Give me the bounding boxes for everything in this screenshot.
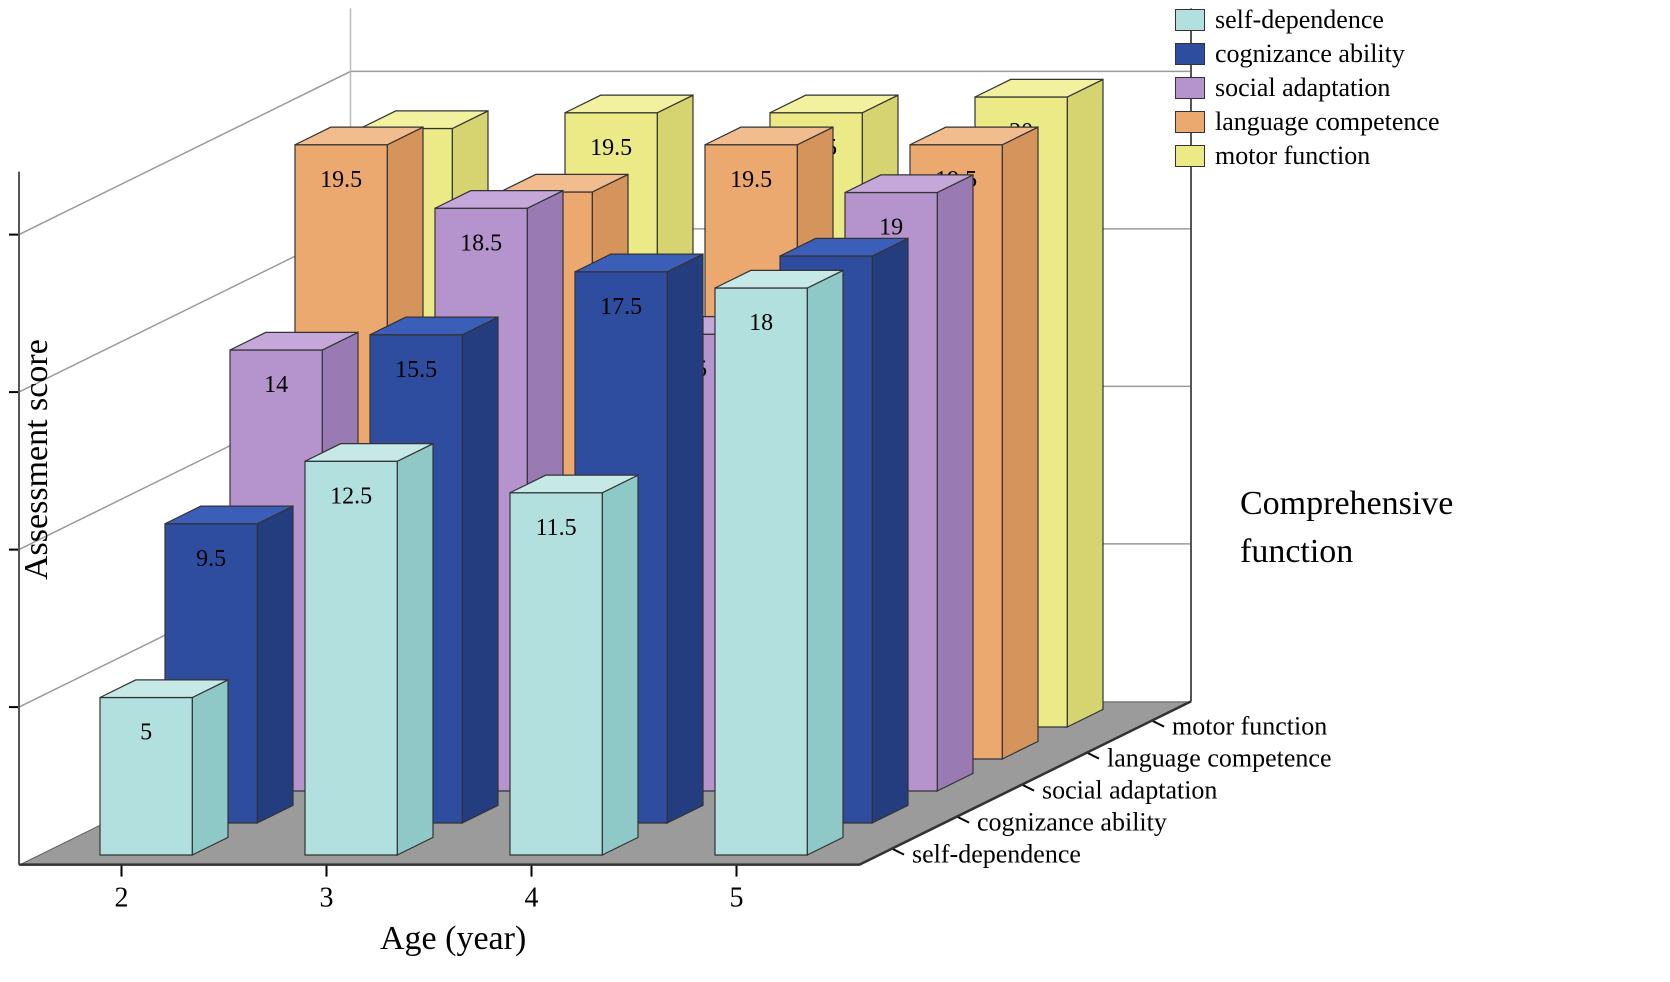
y-tick-label: 5 — [0, 693, 1, 724]
bar-side — [192, 680, 228, 855]
y-axis-title: Assessment score — [18, 339, 56, 580]
depth-tick — [1087, 753, 1099, 759]
x-tick-label: 3 — [320, 883, 334, 914]
legend-label: language competence — [1215, 107, 1440, 137]
depth-tick-label: self-dependence — [912, 840, 1081, 869]
depth-tick — [1022, 785, 1034, 791]
bar-front — [715, 288, 807, 855]
legend-swatch — [1175, 111, 1205, 133]
legend-swatch — [1175, 43, 1205, 65]
legend-swatch — [1175, 77, 1205, 99]
legend-item: self-dependence — [1175, 5, 1440, 35]
bar-side — [807, 270, 843, 855]
legend-swatch — [1175, 9, 1205, 31]
depth-tick — [1152, 721, 1164, 727]
legend-item: motor function — [1175, 141, 1440, 171]
chart-container: 5 10 15 20 self-dependence cognizance ability… — [0, 0, 1670, 977]
bar-front — [510, 493, 602, 855]
x-axis-title: Age (year) — [380, 920, 526, 958]
bar-value-label: 17.5 — [600, 294, 642, 320]
bar-value-label: 19.5 — [590, 135, 632, 161]
legend-label: social adaptation — [1215, 73, 1390, 103]
depth-tick-label: social adaptation — [1042, 776, 1217, 805]
bar-side — [937, 175, 973, 791]
depth-axis-title: Comprehensivefunction — [1240, 480, 1453, 575]
bar-value-label: 11.5 — [536, 515, 577, 541]
bar-value-label: 15.5 — [395, 357, 437, 383]
x-tick-label: 5 — [730, 883, 744, 914]
legend-label: motor function — [1215, 141, 1370, 171]
bar-value-label: 14 — [264, 372, 288, 398]
bar-side — [1067, 79, 1103, 727]
bar-value-label: 19 — [879, 215, 903, 241]
legend-item: language competence — [1175, 107, 1440, 137]
bar-side — [397, 444, 433, 855]
legend-item: social adaptation — [1175, 73, 1440, 103]
depth-title-line: Comprehensive — [1240, 480, 1453, 528]
depth-tick-label: language competence — [1107, 744, 1332, 773]
bar-side — [462, 317, 498, 823]
depth-tick — [957, 817, 969, 823]
y-tick-label: 10 — [0, 536, 1, 567]
bar-value-label: 19.5 — [320, 167, 362, 193]
legend-swatch — [1175, 145, 1205, 167]
bar-value-label: 18.5 — [460, 230, 502, 256]
y-tick-label: 20 — [0, 221, 1, 252]
x-tick-label: 4 — [525, 883, 539, 914]
legend-label: self-dependence — [1215, 5, 1384, 35]
depth-tick-label: motor function — [1172, 712, 1327, 741]
depth-title-line: function — [1240, 528, 1453, 576]
bar-value-label: 5 — [140, 720, 152, 746]
bar-value-label: 19.5 — [730, 167, 772, 193]
depth-tick — [892, 849, 904, 855]
bar-value-label: 18 — [749, 310, 773, 336]
bar-side — [257, 506, 293, 823]
x-tick-label: 2 — [115, 883, 129, 914]
bar-value-label: 9.5 — [196, 546, 226, 572]
bar-value-label: 12.5 — [330, 483, 372, 509]
bar-side — [872, 238, 908, 823]
bar-side — [1002, 127, 1038, 759]
legend: self-dependence cognizance ability social … — [1175, 5, 1440, 175]
bar-side — [667, 254, 703, 823]
bar-side — [602, 475, 638, 855]
y-tick-label: 15 — [0, 378, 1, 409]
legend-item: cognizance ability — [1175, 39, 1440, 69]
depth-tick-label: cognizance ability — [977, 808, 1167, 837]
bar-front — [305, 461, 397, 855]
legend-label: cognizance ability — [1215, 39, 1405, 69]
